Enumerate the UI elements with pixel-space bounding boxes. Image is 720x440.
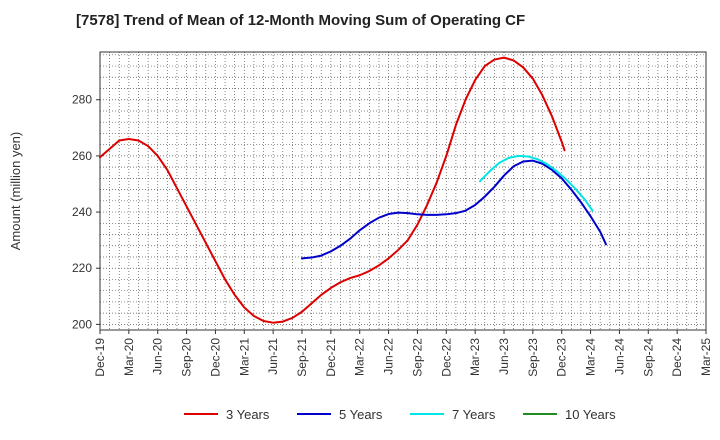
x-tick-label: Dec-24: [670, 338, 684, 377]
x-tick-label: Jun-20: [151, 338, 165, 375]
x-tick-label: Mar-24: [584, 338, 598, 376]
y-tick-label: 220: [72, 261, 92, 275]
x-tick-label: Dec-22: [439, 338, 453, 377]
y-tick-label: 260: [72, 149, 92, 163]
y-tick-label: 280: [72, 93, 92, 107]
legend-label: 5 Years: [339, 407, 383, 422]
plot-area: [100, 52, 706, 330]
series-line-5-years: [301, 159, 607, 260]
x-tick-label: Mar-23: [468, 338, 482, 376]
x-tick-label: Mar-25: [699, 338, 713, 376]
x-tick-label: Dec-19: [93, 338, 107, 377]
legend-label: 10 Years: [565, 407, 616, 422]
y-axis-label: Amount (million yen): [8, 132, 23, 251]
x-tick-label: Mar-22: [353, 338, 367, 376]
x-tick-label: Dec-21: [324, 338, 338, 377]
x-tick-label: Sep-20: [180, 338, 194, 377]
x-tick-label: Sep-22: [410, 338, 424, 377]
x-tick-label: Sep-23: [526, 338, 540, 377]
legend-label: 7 Years: [452, 407, 496, 422]
series-line-3-years: [99, 56, 566, 324]
x-tick-label: Mar-20: [122, 338, 136, 376]
y-tick-label: 200: [72, 317, 92, 331]
x-tick-label: Dec-23: [555, 338, 569, 377]
plot-frame: [99, 51, 707, 331]
x-tick-label: Dec-20: [208, 338, 222, 377]
chart-title: [7578] Trend of Mean of 12-Month Moving …: [76, 12, 526, 29]
x-tick-label: Sep-21: [295, 338, 309, 377]
x-tick-label: Jun-21: [266, 338, 280, 375]
x-tick-label: Jun-23: [497, 338, 511, 375]
series-line-7-years: [478, 154, 594, 212]
y-tick-label: 240: [72, 205, 92, 219]
x-tick-label: Jun-24: [612, 338, 626, 375]
x-tick-label: Mar-21: [237, 338, 251, 376]
legend-label: 3 Years: [226, 407, 270, 422]
x-tick-label: Sep-24: [641, 338, 655, 377]
x-tick-label: Jun-22: [382, 338, 396, 375]
